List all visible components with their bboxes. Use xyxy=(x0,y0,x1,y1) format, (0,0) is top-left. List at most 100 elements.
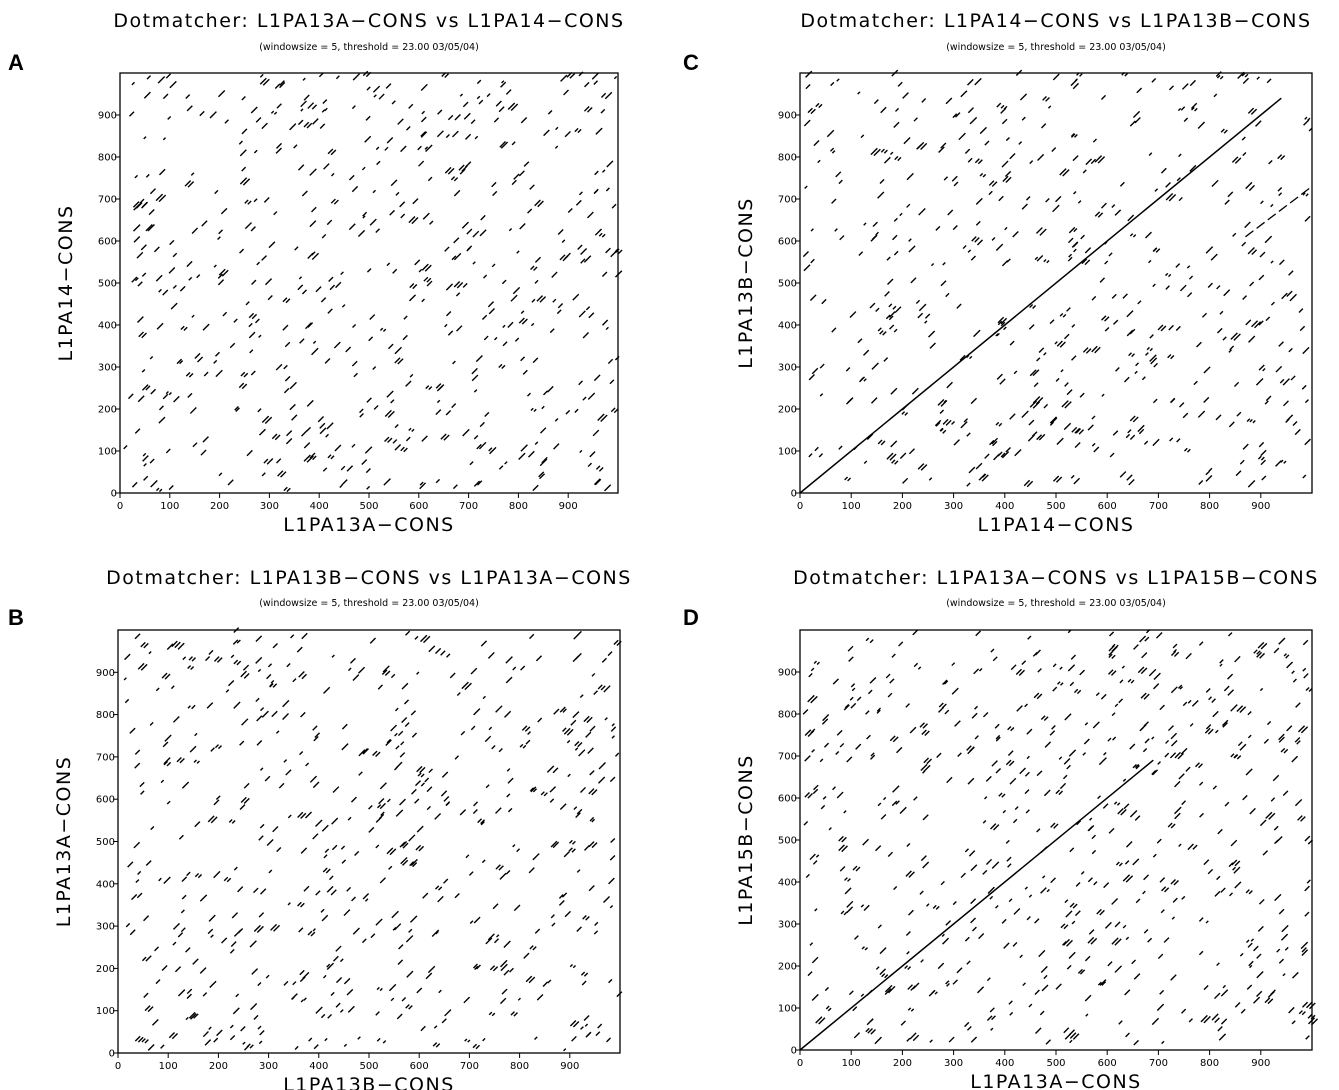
match-dot xyxy=(1056,340,1063,347)
match-dot xyxy=(193,759,197,763)
match-dot xyxy=(142,452,147,457)
match-dot xyxy=(520,665,526,671)
match-dot xyxy=(298,276,303,280)
match-dot xyxy=(832,786,836,791)
match-dot xyxy=(875,966,880,970)
match-dot xyxy=(331,844,338,851)
match-dot xyxy=(158,194,167,203)
match-dot xyxy=(605,247,611,254)
match-dot xyxy=(405,630,411,636)
match-dot xyxy=(445,283,454,291)
match-dot xyxy=(1144,231,1152,239)
match-dot xyxy=(1058,756,1063,760)
match-dot xyxy=(1198,950,1204,956)
x-tick-label: 200 xyxy=(210,501,229,512)
match-dot xyxy=(1006,258,1011,263)
match-dot xyxy=(311,206,317,213)
match-dot xyxy=(435,647,442,654)
match-dot xyxy=(558,900,565,906)
x-tick-label: 100 xyxy=(842,1058,861,1069)
match-dot xyxy=(388,865,393,870)
match-dot xyxy=(1219,663,1223,667)
match-dot xyxy=(1103,752,1107,756)
x-tick-label: 100 xyxy=(842,501,861,512)
match-dot xyxy=(179,285,186,292)
match-dot xyxy=(1160,909,1165,914)
match-dot xyxy=(480,214,486,221)
x-tick-label: 900 xyxy=(559,501,578,512)
match-dot xyxy=(261,255,267,261)
match-dot xyxy=(347,1005,355,1013)
match-dot xyxy=(982,869,988,875)
match-dot xyxy=(986,977,991,982)
match-dot xyxy=(828,827,832,831)
match-dot xyxy=(158,405,164,411)
match-dot xyxy=(500,963,508,972)
match-dot xyxy=(217,273,223,279)
match-dot xyxy=(1164,887,1170,893)
match-dot xyxy=(1125,936,1130,941)
match-dot xyxy=(218,90,226,98)
match-dot xyxy=(174,966,182,973)
match-dot xyxy=(409,861,415,867)
match-dot xyxy=(368,826,375,833)
match-dot xyxy=(149,458,155,464)
match-dot xyxy=(475,964,481,970)
match-dot xyxy=(209,111,217,119)
match-dot xyxy=(279,81,286,89)
match-dot xyxy=(1256,990,1263,997)
match-dot xyxy=(473,480,481,487)
match-dot xyxy=(365,71,372,78)
match-dot xyxy=(350,657,356,664)
match-dot xyxy=(375,816,382,823)
match-dot xyxy=(416,825,424,833)
match-dot xyxy=(582,332,590,339)
match-dot xyxy=(272,642,278,649)
match-dot xyxy=(1060,682,1064,686)
match-dot xyxy=(1283,748,1289,754)
x-tick-label: 400 xyxy=(309,1061,328,1072)
match-dot xyxy=(466,245,473,251)
match-dot xyxy=(499,997,507,1005)
match-dot xyxy=(517,997,521,1001)
match-dot xyxy=(172,284,177,289)
match-dot xyxy=(804,755,811,762)
match-dot xyxy=(276,458,282,464)
match-dot xyxy=(311,104,318,110)
match-dot xyxy=(292,678,297,683)
match-dot xyxy=(529,184,535,190)
match-dot xyxy=(1043,789,1051,797)
y-tick-label: 600 xyxy=(778,794,797,805)
match-dot xyxy=(562,708,567,713)
match-dot xyxy=(1192,844,1198,850)
match-dot xyxy=(1160,167,1167,174)
match-dot xyxy=(1144,636,1150,642)
match-dot xyxy=(268,869,273,874)
match-dot xyxy=(1093,881,1098,886)
match-dot xyxy=(967,157,973,163)
match-dot xyxy=(447,114,454,121)
match-dot xyxy=(1253,945,1259,952)
match-dot xyxy=(464,682,472,691)
match-dot xyxy=(966,432,971,437)
match-dot xyxy=(1199,812,1204,818)
match-dot xyxy=(319,123,326,129)
match-dot xyxy=(518,452,526,460)
match-dot xyxy=(394,357,401,364)
match-dot xyxy=(536,993,544,1001)
match-dot xyxy=(251,313,258,320)
match-dot xyxy=(486,93,491,98)
match-dot xyxy=(994,723,1000,729)
match-dot xyxy=(192,442,198,448)
match-dot xyxy=(358,749,366,757)
match-dot xyxy=(1248,890,1253,895)
match-dot xyxy=(411,732,418,738)
match-dot xyxy=(164,734,172,742)
match-dot xyxy=(214,351,220,357)
match-dot xyxy=(340,271,344,276)
match-dot xyxy=(428,645,436,653)
match-dot xyxy=(1054,341,1058,345)
match-dot xyxy=(213,870,221,879)
match-dot xyxy=(1223,289,1231,297)
match-dot xyxy=(375,1011,380,1016)
